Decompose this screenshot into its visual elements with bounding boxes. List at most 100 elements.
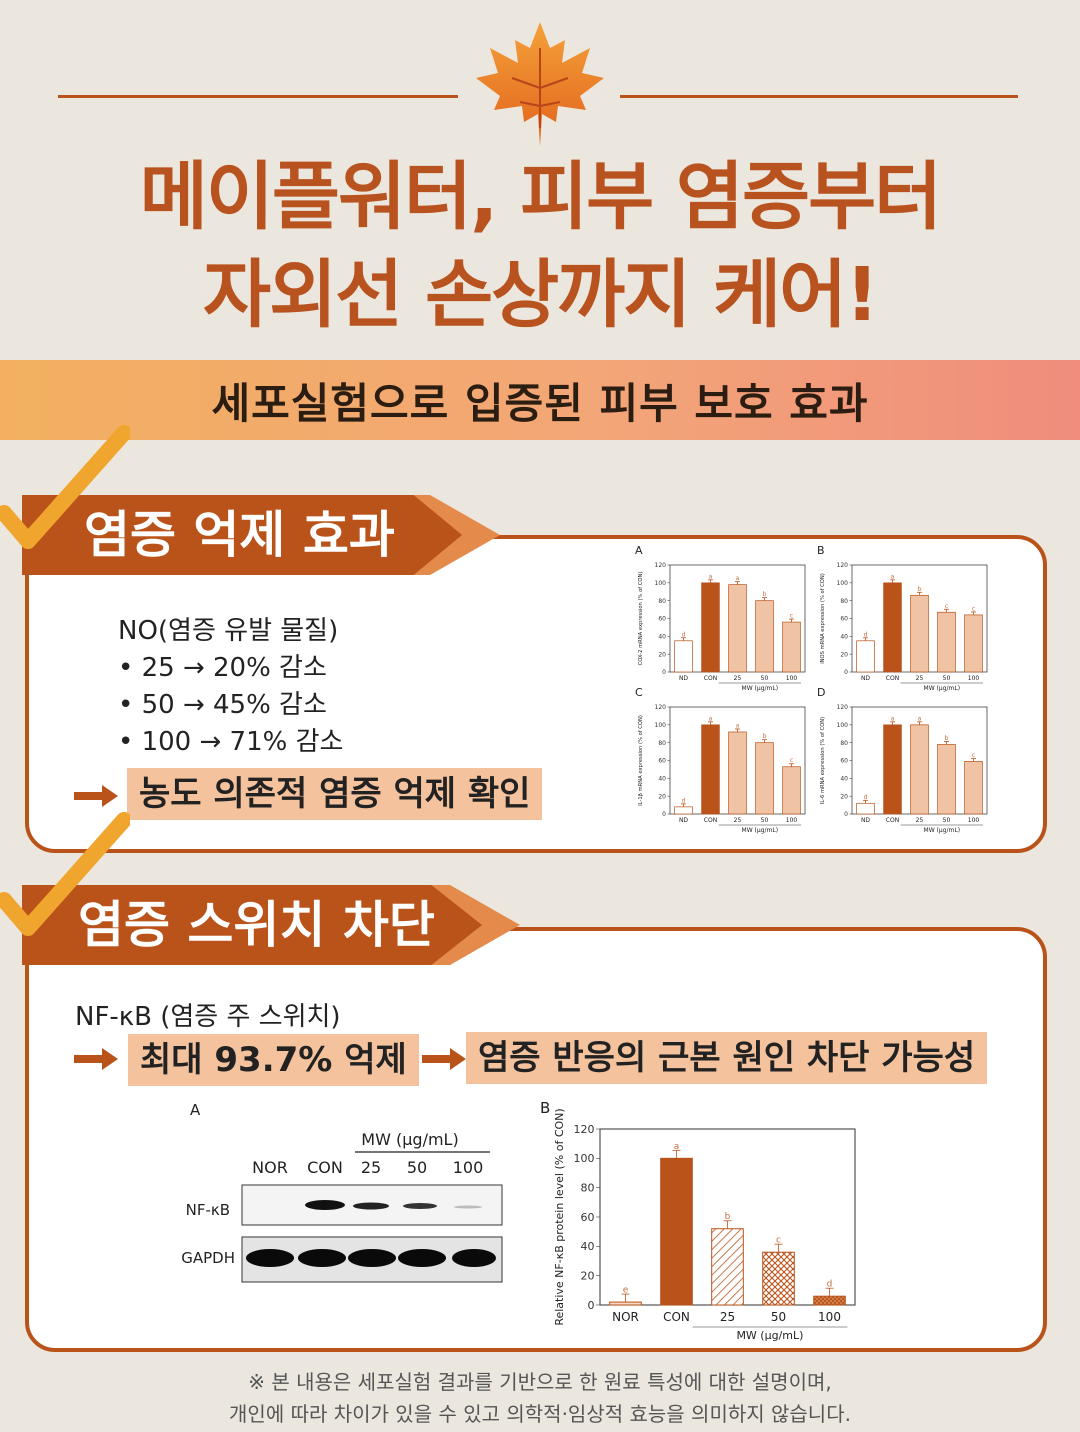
y-tick-label: 80	[581, 1182, 595, 1195]
y-tick-label: 80	[658, 740, 666, 747]
chart-bar	[856, 640, 875, 673]
chart-bar	[701, 582, 720, 673]
chart-panel-label: D	[817, 686, 825, 699]
section1-bullet: • 25 → 20% 감소	[118, 653, 327, 683]
check-icon	[0, 812, 130, 936]
significance-letter: b	[763, 733, 767, 740]
section1-heading: NO(염증 유발 물질)	[118, 616, 339, 646]
western-blot: A MW (μg/mL) NOR CON 25 50 100 NF-κB GAP…	[181, 1101, 503, 1283]
chart-bar	[660, 1157, 693, 1306]
x-axis-label: MW (μg/mL)	[736, 1329, 803, 1342]
x-tick-label: CON	[886, 675, 899, 682]
subtitle-banner	[0, 360, 1080, 440]
y-tick-label: 120	[574, 1123, 595, 1136]
y-tick-label: 120	[655, 562, 667, 569]
x-tick-label: CON	[704, 817, 717, 824]
y-tick-label: 40	[840, 633, 848, 640]
blot-row-label: NF-κB	[186, 1201, 230, 1219]
blot-lane-label: CON	[307, 1158, 343, 1177]
y-axis-label: iNOS mRNA expression (% of CON)	[820, 573, 826, 664]
chart-bar	[883, 724, 902, 815]
significance-letter: c	[790, 757, 793, 764]
x-axis-label: MW (μg/mL)	[924, 685, 961, 692]
chart-panel-label: B	[540, 1099, 550, 1117]
x-axis-label: MW (μg/mL)	[742, 827, 779, 834]
section2-tab: 염증 스위치 차단	[22, 885, 482, 965]
x-tick-label: 25	[720, 1310, 735, 1324]
chart-bar	[728, 584, 747, 673]
x-tick-label: 100	[968, 675, 980, 682]
blot-band	[353, 1202, 389, 1210]
x-tick-label: CON	[704, 675, 717, 682]
chart-bar	[937, 744, 956, 815]
section2-result: 최대 93.7% 억제	[128, 1034, 419, 1086]
significance-letter: a	[736, 575, 740, 582]
x-tick-label: 25	[916, 675, 924, 682]
blot-band	[305, 1200, 345, 1210]
x-tick-label: 50	[761, 817, 769, 824]
blot-band	[452, 1249, 496, 1267]
y-tick-label: 20	[658, 793, 666, 800]
y-tick-label: 60	[840, 616, 848, 623]
x-tick-label: 50	[761, 675, 769, 682]
chart-panel-label: B	[817, 544, 825, 557]
significance-letter: d	[682, 631, 686, 638]
chart-bar	[813, 1295, 846, 1306]
x-tick-label: 100	[818, 1310, 841, 1324]
blot-band	[403, 1203, 437, 1209]
blot-panel-label: A	[190, 1101, 201, 1119]
y-tick-label: 100	[655, 722, 667, 729]
significance-letter: b	[763, 591, 767, 598]
x-tick-label: 50	[771, 1310, 786, 1324]
y-tick-label: 100	[574, 1152, 595, 1165]
y-tick-label: 20	[658, 651, 666, 658]
x-tick-label: ND	[861, 817, 870, 824]
footnote-line2: 개인에 따라 차이가 있을 수 있고 의학적·임상적 효능을 의미하지 않습니다…	[229, 1402, 851, 1426]
significance-letter: a	[674, 1142, 680, 1152]
chart-panel-d: D 0 20 40 60 80 100 120 d ND a CON a 25 b 50 c 100 MW (μg/…	[817, 686, 988, 834]
significance-letter: c	[790, 613, 793, 620]
significance-letter: b	[918, 586, 922, 593]
footnote-line1: ※ 본 내용은 세포실험 결과를 기반으로 한 원료 특성에 대한 설명이며,	[248, 1370, 832, 1394]
x-tick-label: 25	[734, 675, 742, 682]
chart-bar	[910, 594, 929, 673]
section1-bullet: • 50 → 45% 감소	[118, 690, 327, 720]
significance-letter: e	[623, 1286, 629, 1296]
blot-row-label: GAPDH	[181, 1249, 235, 1267]
significance-letter: b	[945, 735, 949, 742]
x-tick-label: ND	[679, 817, 688, 824]
blot-lane-label: 50	[407, 1158, 427, 1177]
y-tick-label: 20	[581, 1270, 595, 1283]
chart-bar	[609, 1301, 642, 1306]
chart-bar	[910, 724, 929, 815]
chart-bar	[755, 600, 774, 673]
y-tick-label: 120	[837, 704, 849, 711]
x-tick-label: 50	[943, 817, 951, 824]
x-tick-label: 25	[916, 817, 924, 824]
main-title-line2: 자외선 손상까지 케어!	[203, 252, 879, 338]
chart-bar	[856, 802, 875, 815]
section2-heading: NF-κB (염증 주 스위치)	[75, 1002, 341, 1032]
x-tick-label: NOR	[612, 1310, 639, 1324]
y-tick-label: 120	[655, 704, 667, 711]
arrow-right-icon	[422, 1048, 466, 1070]
y-tick-label: 40	[658, 633, 666, 640]
blot-lane-label: NOR	[252, 1158, 288, 1177]
y-tick-label: 80	[658, 598, 666, 605]
y-tick-label: 60	[658, 616, 666, 623]
blot-lane-label: 100	[453, 1158, 484, 1177]
significance-letter: a	[709, 715, 713, 722]
significance-letter: a	[891, 715, 895, 722]
divider-left	[58, 95, 458, 98]
x-tick-label: 100	[968, 817, 980, 824]
x-tick-label: 50	[943, 675, 951, 682]
y-tick-label: 60	[658, 758, 666, 765]
y-tick-label: 40	[581, 1240, 595, 1253]
section1-bullet: • 100 → 71% 감소	[118, 727, 344, 757]
y-tick-label: 80	[840, 740, 848, 747]
blot-band	[454, 1205, 482, 1209]
significance-letter: d	[864, 631, 868, 638]
blot-group-label: MW (μg/mL)	[361, 1130, 458, 1149]
significance-letter: c	[972, 605, 975, 612]
section1-tab: 염증 억제 효과	[22, 495, 462, 575]
